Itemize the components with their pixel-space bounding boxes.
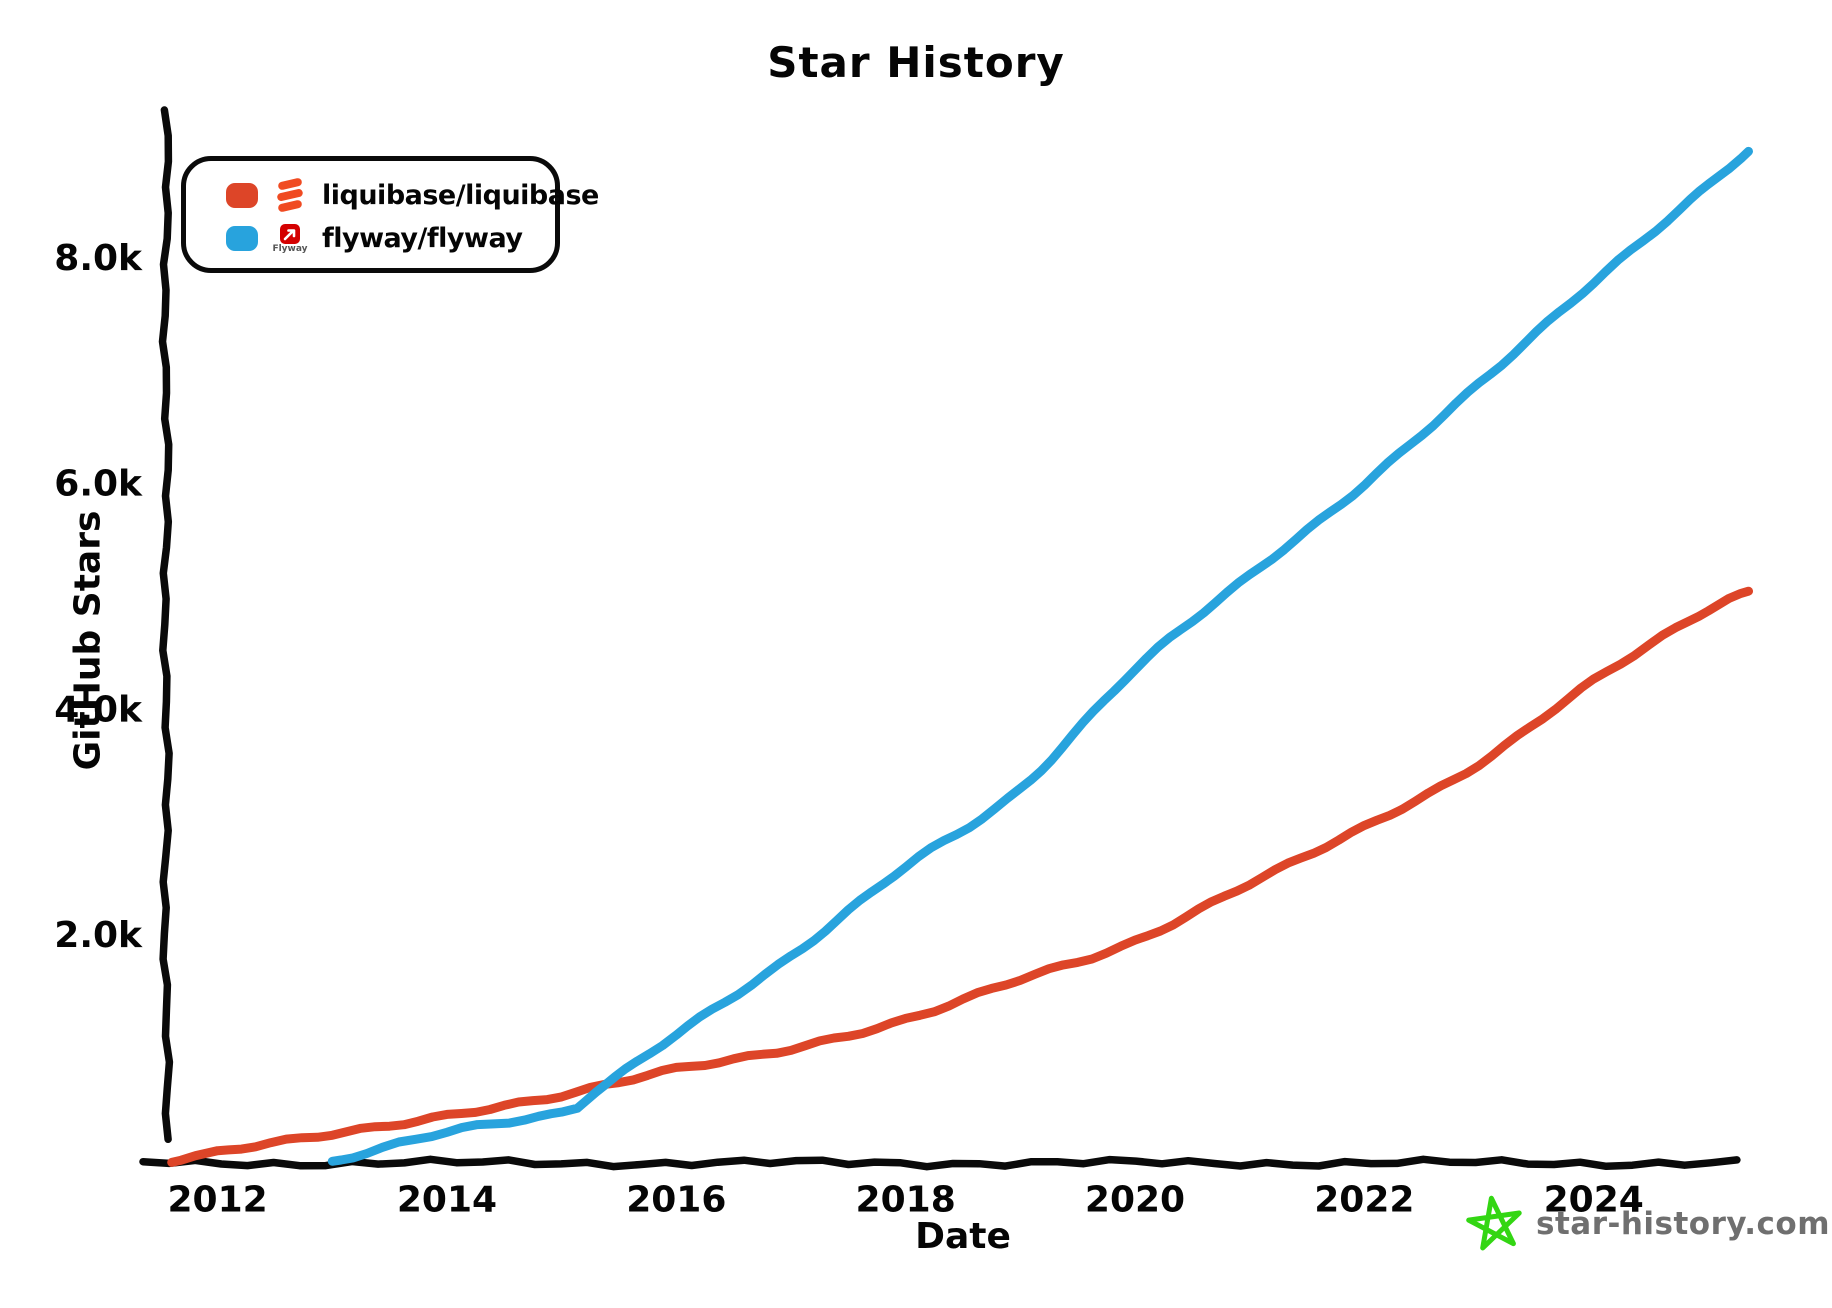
legend-label: flyway/flyway bbox=[322, 223, 523, 254]
legend-label: liquibase/liquibase bbox=[322, 180, 599, 211]
legend-item-flyway: Flyway flyway/flyway bbox=[226, 217, 545, 260]
y-axis-label: GitHub Stars bbox=[67, 510, 109, 771]
watermark-text: star-history.com bbox=[1536, 1206, 1831, 1242]
y-tick-label: 2.0k bbox=[54, 915, 143, 956]
liquibase-color-swatch bbox=[226, 183, 258, 208]
watermark: star-history.com bbox=[1466, 1194, 1830, 1254]
chart-title: Star History bbox=[767, 38, 1065, 87]
series-line-liquibase bbox=[167, 586, 1753, 1167]
x-tick-label: 2024 bbox=[1544, 1180, 1644, 1221]
x-axis-line bbox=[139, 1155, 1741, 1171]
y-tick-label: 6.0k bbox=[54, 464, 143, 505]
y-tick-label: 8.0k bbox=[54, 238, 143, 279]
legend-item-liquibase: liquibase/liquibase bbox=[226, 174, 599, 217]
x-axis-label: Date bbox=[915, 1216, 1011, 1257]
x-tick-label: 2012 bbox=[168, 1180, 268, 1221]
flyway-icon-caption: Flyway bbox=[272, 244, 308, 254]
legend-box: liquibase/liquibase Flyway flyway/flyway bbox=[181, 156, 599, 273]
x-tick-label: 2014 bbox=[397, 1180, 497, 1221]
flyway-color-swatch bbox=[226, 226, 258, 251]
x-tick-label: 2020 bbox=[1085, 1180, 1185, 1221]
x-tick-label: 2016 bbox=[626, 1180, 726, 1221]
x-tick-label: 2022 bbox=[1314, 1180, 1414, 1221]
flyway-logo-icon: Flyway bbox=[270, 223, 310, 254]
series-line-flyway bbox=[327, 146, 1753, 1166]
y-tick-label: 4.0k bbox=[54, 689, 143, 730]
y-axis-line bbox=[158, 106, 174, 1144]
liquibase-logo-icon bbox=[270, 176, 310, 216]
star-icon bbox=[1466, 1195, 1522, 1251]
x-tick-label: 2018 bbox=[856, 1180, 956, 1221]
